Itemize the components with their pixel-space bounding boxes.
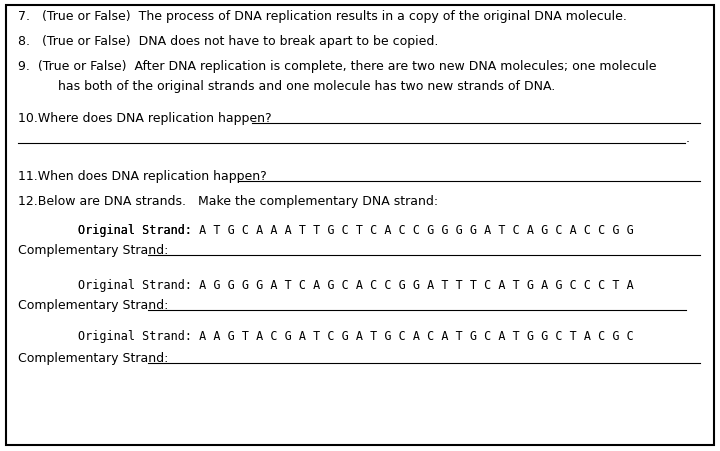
Text: Complementary Strand:: Complementary Strand:: [18, 351, 172, 364]
Text: Original Strand:: Original Strand:: [78, 224, 199, 236]
Text: Original Strand: A A G T A C G A T C G A T G C A C A T G C A T G G C T A C G C: Original Strand: A A G T A C G A T C G A…: [78, 329, 634, 342]
FancyBboxPatch shape: [6, 6, 714, 445]
Text: .: .: [686, 132, 690, 145]
Text: has both of the original strands and one molecule has two new strands of DNA.: has both of the original strands and one…: [38, 80, 555, 93]
Text: Original Strand: A T G C A A A T T G C T C A C C G G G G A T C A G C A C C G G: Original Strand: A T G C A A A T T G C T…: [78, 224, 634, 236]
Text: 9.  (True or False)  After DNA replication is complete, there are two new DNA mo: 9. (True or False) After DNA replication…: [18, 60, 657, 73]
Text: 12.Below are DNA strands.   Make the complementary DNA strand:: 12.Below are DNA strands. Make the compl…: [18, 194, 438, 207]
Text: Complementary Strand:: Complementary Strand:: [18, 299, 172, 311]
Text: 7.   (True or False)  The process of DNA replication results in a copy of the or: 7. (True or False) The process of DNA re…: [18, 10, 627, 23]
Text: Original Strand: A G G G G A T C A G C A C C G G A T T T C A T G A G C C C T A: Original Strand: A G G G G A T C A G C A…: [78, 278, 634, 291]
Text: 8.   (True or False)  DNA does not have to break apart to be copied.: 8. (True or False) DNA does not have to …: [18, 35, 438, 48]
Text: Complementary Strand:: Complementary Strand:: [18, 244, 172, 257]
Text: 11.When does DNA replication happen?: 11.When does DNA replication happen?: [18, 170, 266, 183]
Text: 10.Where does DNA replication happen?: 10.Where does DNA replication happen?: [18, 112, 271, 125]
